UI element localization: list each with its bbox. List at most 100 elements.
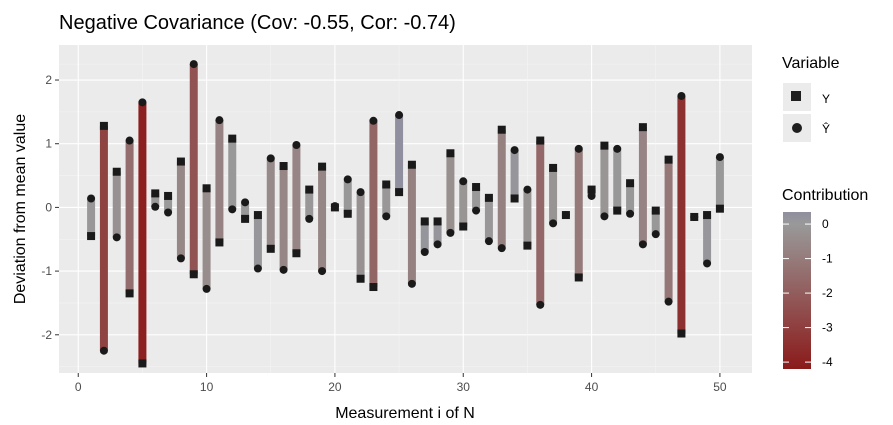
point-y [510,194,519,203]
square-marker-icon [791,91,801,101]
point-y [420,217,429,226]
point-y [343,209,352,218]
point-y [587,185,596,194]
point-yhat [202,284,211,293]
point-yhat [125,136,134,145]
point-y [279,162,288,171]
variable-legend: Variable Y Ŷ [782,55,840,142]
y-axis-label: Deviation from mean value [12,114,29,304]
y-tick-label: 2 [45,73,52,87]
y-tick-label: 1 [45,137,52,151]
point-y [651,206,660,215]
point-y [356,274,365,283]
point-yhat [330,202,339,211]
point-yhat [99,346,108,355]
point-yhat [587,191,596,200]
contribution-legend: Contribution 0 -1 -2 -3 -4 [782,187,868,369]
point-yhat [164,208,173,217]
x-tick-label: 0 [75,380,82,394]
point-y [626,179,635,188]
point-yhat [703,259,712,268]
point-y [266,244,275,253]
point-yhat [574,144,583,153]
point-y [613,206,622,215]
point-y [189,270,198,279]
colorbar-tick-label: -2 [822,286,833,300]
point-y [715,204,724,213]
point-y [677,329,686,338]
point-y [87,232,96,241]
point-yhat [651,230,660,239]
point-yhat [446,228,455,237]
point-yhat [600,212,609,221]
point-y [395,188,404,197]
point-yhat [292,140,301,149]
x-tick-label: 10 [200,380,214,394]
point-y [292,249,301,258]
variable-legend-title: Variable [782,55,840,72]
point-yhat [189,60,198,69]
colorbar-tick-label: -1 [822,252,833,266]
point-y [202,184,211,193]
point-y [125,289,134,298]
point-yhat [561,211,570,220]
contribution-segments [87,64,724,364]
point-yhat [176,254,185,263]
point-y [151,189,160,198]
point-yhat [112,233,121,242]
point-y [99,121,108,130]
point-yhat [382,212,391,221]
point-y [433,217,442,226]
point-yhat [690,212,699,221]
point-y [112,167,121,176]
x-axis: 0 10 20 30 40 50 [75,373,727,394]
point-y [549,163,558,172]
point-yhat [510,146,519,155]
point-y [369,283,378,292]
point-y [472,183,481,192]
point-yhat [407,279,416,288]
point-yhat [305,214,314,223]
point-yhat [549,219,558,228]
chart-title: Negative Covariance (Cov: -0.55, Cor: -0… [59,12,456,34]
point-y [536,136,545,145]
x-tick-label: 40 [585,380,599,394]
point-yhat [664,297,673,306]
point-yhat [138,98,147,107]
point-yhat [420,247,429,256]
point-yhat [459,177,468,186]
point-yhat [536,300,545,309]
point-y [497,125,506,134]
x-axis-label: Measurement i of N [335,405,475,422]
point-yhat [484,237,493,246]
point-yhat [343,175,352,184]
point-y [523,241,532,250]
point-y [459,222,468,231]
colorbar-tick-label: 0 [822,217,829,231]
point-yhat [715,153,724,162]
point-yhat [318,267,327,276]
point-y [215,238,224,247]
point-yhat [626,209,635,218]
plot-panel [59,45,752,373]
point-yhat [433,240,442,249]
point-yhat [369,116,378,125]
circle-marker-icon [792,123,802,133]
point-yhat [638,240,647,249]
point-y [382,180,391,189]
point-yhat [279,265,288,274]
contribution-colorbar [783,212,811,369]
y-tick-label: 0 [45,200,52,214]
point-yhat [497,244,506,253]
point-yhat [613,144,622,153]
contribution-legend-title: Contribution [782,187,868,204]
y-tick-label: -1 [41,264,52,278]
point-yhat [677,91,686,100]
point-y [164,191,173,200]
point-y [600,141,609,150]
point-y [305,185,314,194]
watermark: @稀土掘金技术社区 [769,402,886,418]
point-y [176,157,185,166]
point-yhat [151,202,160,211]
